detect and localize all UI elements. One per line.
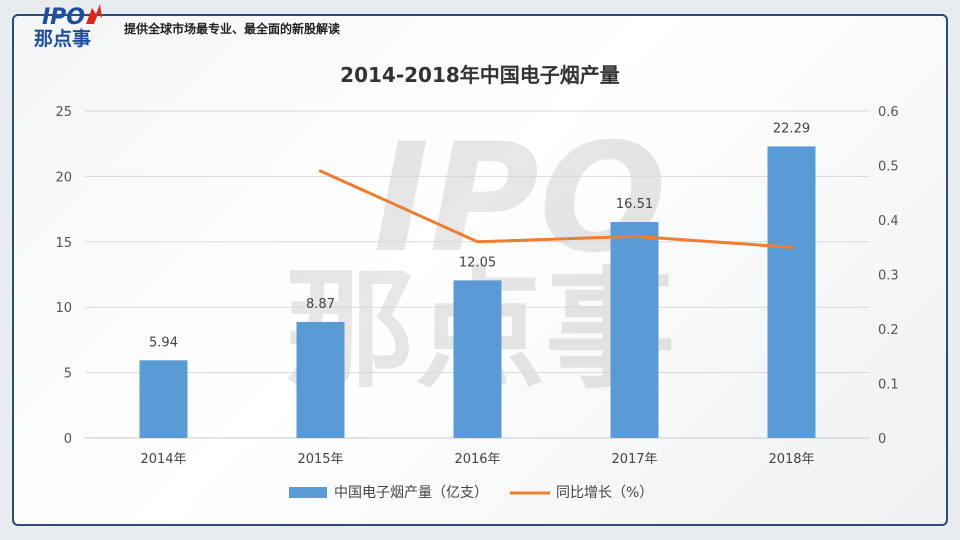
x-axis-ticks: 2014年 2015年 2016年 2017年 2018年 bbox=[140, 452, 814, 467]
line-point bbox=[790, 245, 793, 249]
chart-title: 2014-2018年中国电子烟产量 bbox=[340, 63, 620, 87]
x-tick-label: 2018年 bbox=[768, 452, 814, 467]
y-tick-label: 20 bbox=[55, 170, 72, 185]
legend-bar-label: 中国电子烟产量（亿支） bbox=[334, 485, 488, 501]
bar-series bbox=[139, 146, 816, 439]
x-tick-label: 2014年 bbox=[140, 452, 186, 467]
bar-data-label: 16.51 bbox=[616, 197, 653, 212]
y2-tick-label: 0.3 bbox=[878, 269, 899, 284]
line-point bbox=[476, 240, 479, 244]
x-tick-label: 2017年 bbox=[611, 452, 657, 467]
line-point bbox=[319, 169, 322, 173]
line-point bbox=[633, 234, 636, 238]
bar-data-label: 22.29 bbox=[773, 121, 810, 136]
y-tick-label: 5 bbox=[64, 367, 72, 382]
bar-data-label: 12.05 bbox=[459, 255, 496, 270]
x-tick-label: 2015年 bbox=[297, 452, 343, 467]
legend: 中国电子烟产量（亿支） 同比增长（%） bbox=[289, 485, 653, 501]
growth-line bbox=[319, 169, 793, 249]
legend-line-label: 同比增长（%） bbox=[556, 485, 653, 501]
bar bbox=[610, 222, 659, 438]
x-tick-label: 2016年 bbox=[454, 452, 500, 467]
bar bbox=[767, 146, 816, 439]
bar bbox=[139, 360, 188, 438]
y2-tick-label: 0 bbox=[878, 432, 886, 447]
y2-tick-label: 0.1 bbox=[878, 378, 899, 393]
brand-logo: IPO 那点事 bbox=[16, 2, 120, 50]
logo-brand-text: 那点事 bbox=[34, 27, 91, 48]
header-tagline: 提供全球市场最专业、最全面的新股解读 bbox=[124, 22, 341, 36]
bar-data-label: 8.87 bbox=[306, 297, 335, 312]
right-axis-ticks: 0 0.1 0.2 0.3 0.4 0.5 0.6 bbox=[878, 105, 899, 447]
line-series bbox=[319, 169, 793, 249]
bar bbox=[296, 321, 345, 438]
y-tick-label: 0 bbox=[64, 432, 72, 447]
y-tick-label: 15 bbox=[55, 236, 72, 251]
y-tick-label: 25 bbox=[55, 105, 72, 120]
legend-bar-swatch bbox=[289, 487, 327, 498]
y2-tick-label: 0.6 bbox=[878, 105, 899, 120]
y2-tick-label: 0.4 bbox=[878, 214, 899, 229]
y2-tick-label: 0.2 bbox=[878, 323, 899, 338]
bar-data-label: 5.94 bbox=[149, 335, 178, 350]
logo-ipo-text: IPO bbox=[42, 5, 85, 30]
left-axis-ticks: 0 5 10 15 20 25 bbox=[55, 105, 72, 447]
bar-data-labels: 5.94 8.87 12.05 16.51 22.29 bbox=[149, 121, 810, 350]
logo-arrow-icon bbox=[86, 4, 102, 24]
y-tick-label: 10 bbox=[55, 301, 72, 316]
y2-tick-label: 0.5 bbox=[878, 160, 899, 175]
bar bbox=[453, 280, 502, 438]
